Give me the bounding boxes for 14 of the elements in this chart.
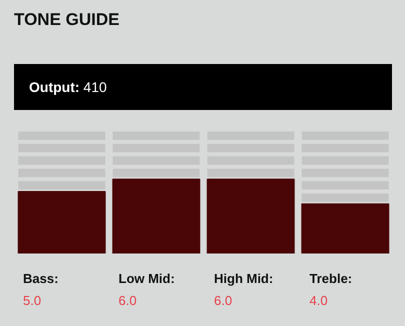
text: :: [170, 271, 175, 286]
x-tick-label: Treble: [310, 271, 348, 286]
x-tick-label: Bass: [23, 271, 54, 286]
chart-title: TONE GUIDE: [14, 9, 120, 31]
data-label: 5.0: [23, 293, 42, 308]
text: :: [54, 271, 58, 286]
x-tick-label: Low Mid: [118, 271, 170, 286]
x-tick-label: High Mid: [214, 271, 269, 286]
data-label: 6.0: [214, 293, 232, 308]
data-label: 4.0: [310, 293, 328, 308]
text: :: [268, 271, 274, 286]
text: :: [348, 271, 352, 286]
text: Output: 410: [29, 78, 107, 97]
data-label: 6.0: [118, 293, 137, 308]
